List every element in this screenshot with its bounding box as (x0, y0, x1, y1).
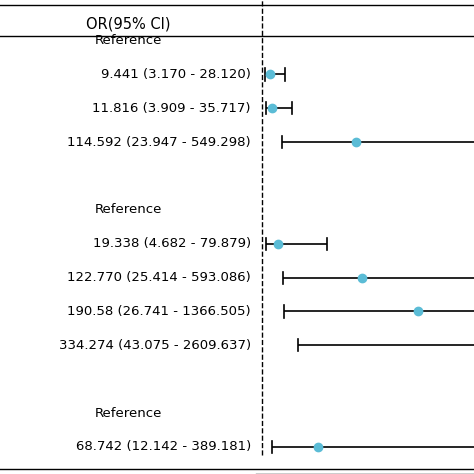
Text: Reference: Reference (94, 203, 162, 217)
Text: Reference: Reference (94, 34, 162, 47)
Text: OR(95% CI): OR(95% CI) (86, 16, 170, 31)
Text: 122.770 (25.414 - 593.086): 122.770 (25.414 - 593.086) (67, 271, 251, 284)
Text: 190.58 (26.741 - 1366.505): 190.58 (26.741 - 1366.505) (67, 305, 251, 318)
Text: 9.441 (3.170 - 28.120): 9.441 (3.170 - 28.120) (101, 68, 251, 81)
Text: 68.742 (12.142 - 389.181): 68.742 (12.142 - 389.181) (75, 440, 251, 454)
Text: 114.592 (23.947 - 549.298): 114.592 (23.947 - 549.298) (67, 136, 251, 149)
Text: 11.816 (3.909 - 35.717): 11.816 (3.909 - 35.717) (92, 102, 251, 115)
Text: 19.338 (4.682 - 79.879): 19.338 (4.682 - 79.879) (93, 237, 251, 250)
Text: Reference: Reference (94, 407, 162, 419)
Text: 334.274 (43.075 - 2609.637): 334.274 (43.075 - 2609.637) (59, 339, 251, 352)
